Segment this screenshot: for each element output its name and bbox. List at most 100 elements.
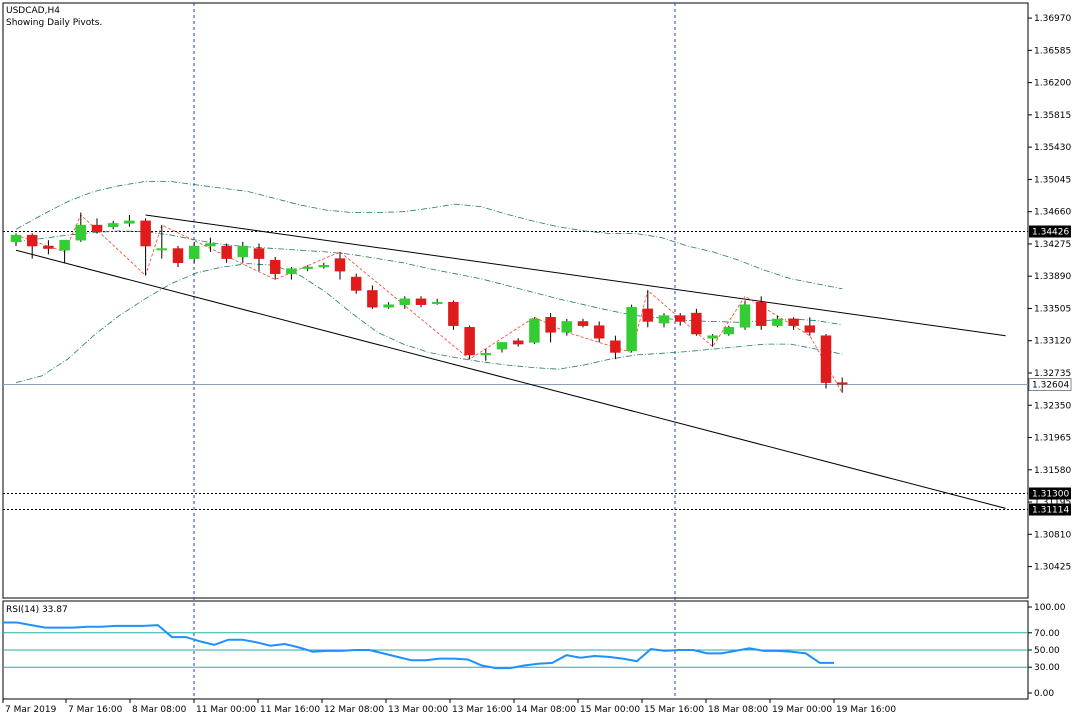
price-tick-label-3: 1.35815: [1034, 111, 1071, 121]
candle-38: [626, 304, 637, 353]
candle-body: [561, 321, 573, 333]
candle-43: [707, 334, 718, 347]
time-tick-label-10: 15 Mar 16:00: [644, 705, 704, 715]
candle-28: [464, 325, 475, 360]
price-tick-label-16: 1.30810: [1034, 530, 1071, 540]
candle-body: [237, 245, 249, 258]
candle-41: [674, 313, 686, 326]
candle-50: [820, 334, 832, 389]
price-tick-label-17: 1.30425: [1034, 563, 1071, 573]
candle-body: [334, 258, 346, 272]
candles: [10, 212, 848, 393]
price-tick-label-5: 1.35045: [1034, 175, 1071, 185]
candle-16: [269, 256, 281, 280]
candle-4: [75, 212, 87, 242]
price-tick-label-0: 1.36970: [1034, 14, 1071, 24]
candle-body: [431, 301, 443, 304]
price-tick-label-13: 1.31965: [1034, 434, 1071, 444]
pivot-levels: [3, 231, 1028, 510]
candle-body: [772, 318, 783, 326]
rsi-indicator: [3, 621, 1028, 670]
candle-body: [820, 335, 832, 383]
candle-body: [221, 245, 232, 259]
candle-body: [140, 220, 151, 247]
price-tick-label-8: 1.33890: [1034, 272, 1071, 282]
candle-1: [26, 233, 38, 259]
candle-body: [577, 321, 589, 326]
candle-37: [610, 335, 621, 360]
candle-0: [10, 233, 22, 247]
candle-body: [788, 318, 799, 326]
level-label-2: 1.31114: [1032, 506, 1069, 516]
candle-27: [448, 300, 459, 330]
rsi-tick-label-0: 100.00: [1034, 603, 1066, 613]
price-tick-label-2: 1.36200: [1034, 79, 1071, 89]
bands: [15, 181, 843, 383]
candle-17: [286, 266, 297, 280]
time-tick-label-6: 13 Mar 00:00: [388, 705, 448, 715]
candle-body: [205, 243, 216, 247]
candle-2: [43, 240, 54, 255]
candle-body: [318, 265, 330, 268]
candle-29: [480, 349, 492, 361]
candle-body: [399, 298, 411, 305]
candle-33: [545, 313, 556, 343]
candle-body: [755, 301, 767, 326]
candle-body: [691, 312, 702, 335]
price-tick-label-10: 1.33120: [1034, 337, 1071, 347]
candle-body: [448, 301, 459, 326]
candle-23: [383, 302, 394, 309]
candle-body: [107, 223, 119, 228]
candle-47: [772, 315, 783, 328]
candle-body: [26, 234, 38, 247]
price-tick-label-6: 1.34660: [1034, 208, 1071, 218]
candle-body: [723, 327, 735, 335]
candle-26: [431, 298, 443, 305]
candle-45: [739, 300, 751, 330]
trendlines: [15, 214, 1006, 509]
candle-body: [302, 266, 313, 269]
price-tick-label-9: 1.33505: [1034, 304, 1071, 314]
time-tick-label-0: 7 Mar 2019: [5, 705, 57, 715]
candle-body: [626, 306, 637, 352]
rsi-axis: 100.00 70.00 50.00 30.00 0.00: [1028, 603, 1066, 699]
candle-46: [755, 296, 767, 330]
candle-body: [43, 245, 54, 249]
candle-body: [836, 382, 848, 385]
candle-35: [577, 318, 589, 328]
rsi-tick-label-4: 0.00: [1034, 689, 1054, 699]
candle-11: [188, 241, 200, 263]
candle-31: [512, 338, 524, 347]
candle-39: [642, 290, 654, 328]
price-tick-label-11: 1.32735: [1034, 369, 1071, 379]
candle-body: [91, 224, 103, 233]
candle-body: [286, 268, 297, 274]
candle-5: [91, 218, 103, 234]
time-tick-label-1: 7 Mar 16:00: [68, 705, 123, 715]
trendline-0: [145, 214, 1006, 337]
candle-25: [415, 296, 427, 308]
candle-12: [205, 237, 216, 252]
candle-14: [237, 241, 249, 263]
candle-40: [658, 313, 670, 328]
zigzag-line: [15, 214, 843, 393]
candle-6: [107, 220, 119, 230]
candle-22: [367, 285, 378, 309]
zigzag: [15, 214, 843, 393]
candle-body: [512, 340, 524, 345]
candle-body: [658, 315, 670, 324]
candle-body: [253, 248, 265, 259]
candle-body: [739, 304, 751, 328]
candle-20: [334, 251, 346, 280]
level-label-1: 1.31300: [1032, 490, 1069, 500]
candle-18: [302, 265, 313, 272]
candle-body: [464, 327, 475, 356]
rsi-tick-label-2: 50.00: [1034, 646, 1060, 656]
candle-49: [804, 317, 816, 336]
pivot-label-box-1: [1029, 487, 1071, 500]
trendline-1: [15, 249, 1006, 509]
candle-body: [707, 335, 718, 339]
candle-9: [156, 225, 168, 259]
candle-34: [561, 318, 573, 336]
